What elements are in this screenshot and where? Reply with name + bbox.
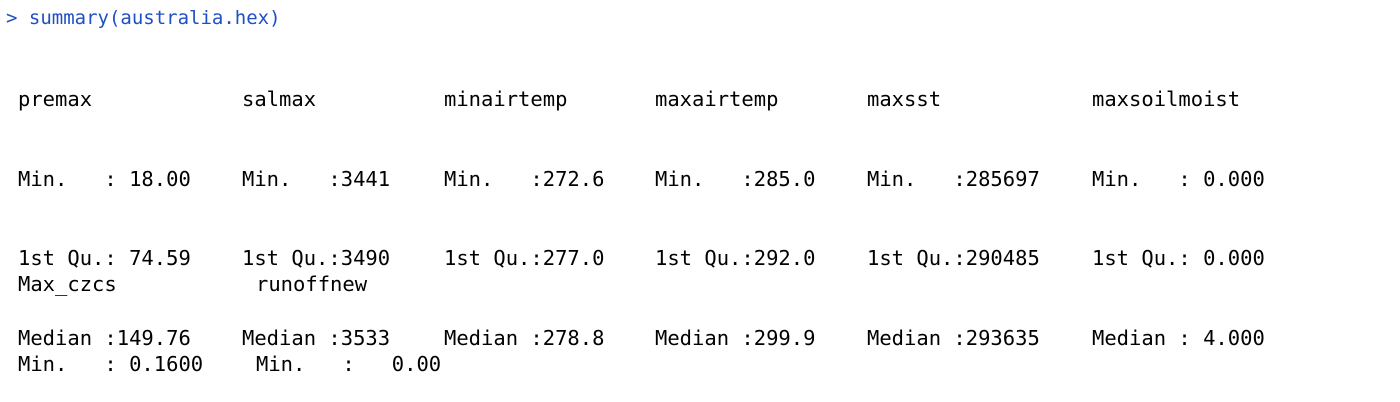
summary-column-maxairtemp: maxairtemp Min. :285.0 1st Qu.:292.0 Med… [655, 33, 815, 402]
column-header: minairtemp [444, 87, 568, 111]
stat-median: Median :3533 [242, 325, 391, 350]
stat-min: Min. :272.6 [444, 166, 605, 191]
stat-min: Min. : 0.00 [256, 351, 442, 376]
stat-min: Min. : 18.00 [18, 166, 191, 191]
column-header: maxairtemp [655, 87, 779, 111]
stat-1st-qu: 1st Qu.: 74.59 [18, 246, 191, 270]
column-header: runoffnew [256, 272, 368, 296]
stat-min: Min. :285.0 [655, 166, 816, 191]
stat-median: Median : 4.000 [1092, 325, 1265, 350]
stat-1st-qu: 1st Qu.:292.0 [655, 246, 816, 270]
stat-median: Median :278.8 [444, 325, 605, 350]
stat-min: Min. :285697 [867, 166, 1040, 191]
stat-1st-qu: 1st Qu.:277.0 [444, 246, 605, 270]
stat-1st-qu: 1st Qu.:290485 [867, 246, 1040, 270]
column-header: premax [18, 87, 93, 111]
stat-min: Min. : 0.1600 [18, 351, 204, 376]
summary-column-premax: premax Min. : 18.00 1st Qu.: 74.59 Media… [18, 33, 191, 402]
console-prompt: > [6, 7, 18, 29]
stat-1st-qu: 1st Qu.: 0.000 [1092, 246, 1265, 270]
stat-median: Median :293635 [867, 325, 1040, 350]
summary-column-max-czcs: Max_czcs Min. : 0.1600 1st Qu.: 0.6308 M… [18, 218, 203, 402]
summary-column-minairtemp: minairtemp Min. :272.6 1st Qu.:277.0 Med… [444, 33, 604, 402]
column-header: salmax [242, 87, 317, 111]
summary-block-1: premax Min. : 18.00 1st Qu.: 74.59 Media… [18, 33, 1265, 350]
column-header: maxsst [867, 87, 942, 111]
stat-min: Min. :3441 [242, 166, 391, 191]
stat-1st-qu: 1st Qu.:3490 [242, 246, 391, 270]
summary-column-runoffnew: runoffnew Min. : 0.00 1st Qu.: 0.00 Medi… [256, 218, 441, 402]
summary-column-salmax: salmax Min. :3441 1st Qu.:3490 Median :3… [242, 33, 390, 402]
stat-min: Min. : 0.000 [1092, 166, 1265, 191]
column-header: maxsoilmoist [1092, 87, 1241, 111]
summary-block-2: Max_czcs Min. : 0.1600 1st Qu.: 0.6308 M… [18, 218, 441, 376]
summary-column-maxsoilmoist: maxsoilmoist Min. : 0.000 1st Qu.: 0.000… [1092, 33, 1265, 402]
stat-median: Median :299.9 [655, 325, 816, 350]
summary-column-maxsst: maxsst Min. :285697 1st Qu.:290485 Media… [867, 33, 1040, 402]
stat-median: Median :149.76 [18, 325, 191, 350]
console-command: summary(australia.hex) [28, 7, 281, 29]
column-header: Max_czcs [18, 272, 117, 296]
console-command-line: > summary(australia.hex) [6, 6, 281, 30]
